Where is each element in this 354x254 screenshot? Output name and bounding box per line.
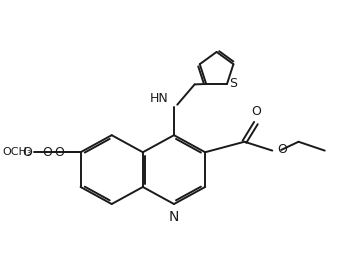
Text: O: O [42, 146, 52, 159]
Text: N: N [169, 210, 179, 224]
Text: S: S [229, 77, 238, 90]
Text: O: O [54, 146, 64, 159]
Text: O: O [252, 105, 262, 118]
Text: O: O [277, 144, 287, 156]
Text: O: O [23, 146, 33, 159]
Text: OCH₃: OCH₃ [2, 147, 32, 157]
Text: HN: HN [149, 92, 168, 105]
